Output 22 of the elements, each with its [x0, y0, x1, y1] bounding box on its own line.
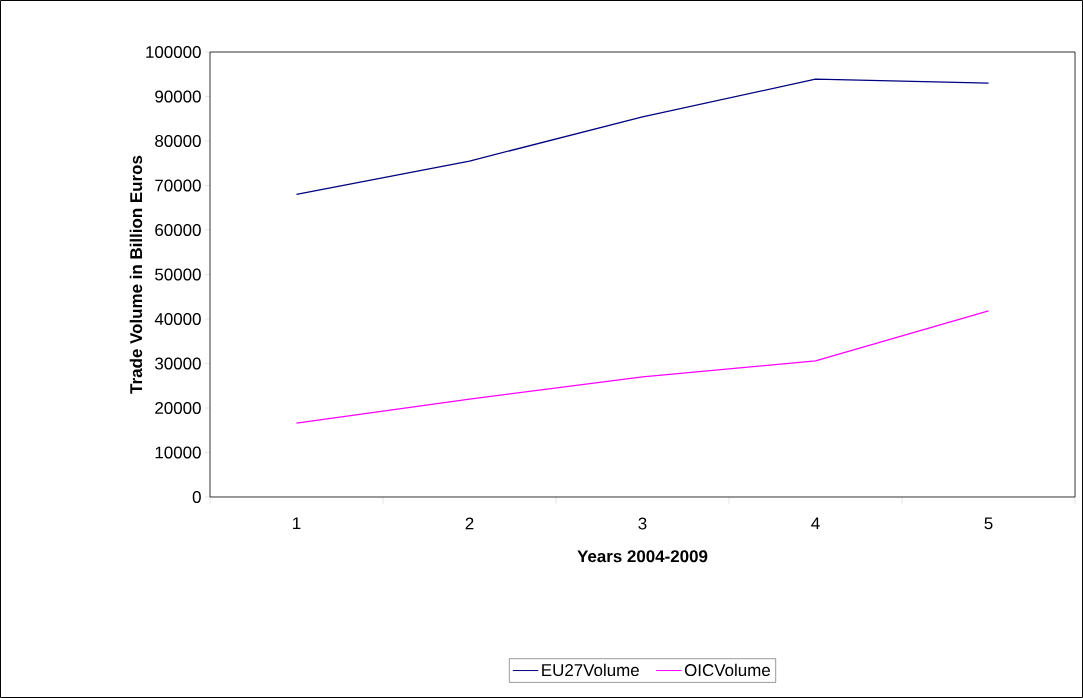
x-tick-label: 4 — [811, 517, 820, 530]
line-series — [295, 78, 990, 196]
x-axis-title: Years 2004-2009 — [577, 550, 708, 563]
x-tick-label: 1 — [293, 517, 301, 530]
y-tick-label: 60000 — [155, 224, 201, 236]
line-series — [295, 310, 990, 424]
y-tick-label: 70000 — [155, 179, 201, 192]
y-tick-label: 20000 — [155, 402, 201, 414]
y-axis-title: Trade Volume in Billion Euros — [129, 155, 143, 394]
x-tick-label: 3 — [638, 517, 647, 530]
x-tick-label: 5 — [984, 517, 993, 530]
y-tick-label: 50000 — [155, 268, 201, 281]
legend-label: EU27Volume — [542, 663, 639, 677]
y-tick-label: 100000 — [146, 45, 201, 58]
y-tick-label: 10000 — [155, 446, 201, 459]
y-tick-label: 80000 — [155, 134, 201, 147]
legend-label: OICVolume — [684, 663, 770, 677]
y-tick-label: 40000 — [154, 313, 201, 325]
y-tick-label: 90000 — [155, 90, 201, 103]
x-tick-label: 2 — [465, 517, 474, 530]
y-tick-label: 0 — [192, 491, 201, 503]
y-tick-label: 30000 — [155, 357, 201, 370]
